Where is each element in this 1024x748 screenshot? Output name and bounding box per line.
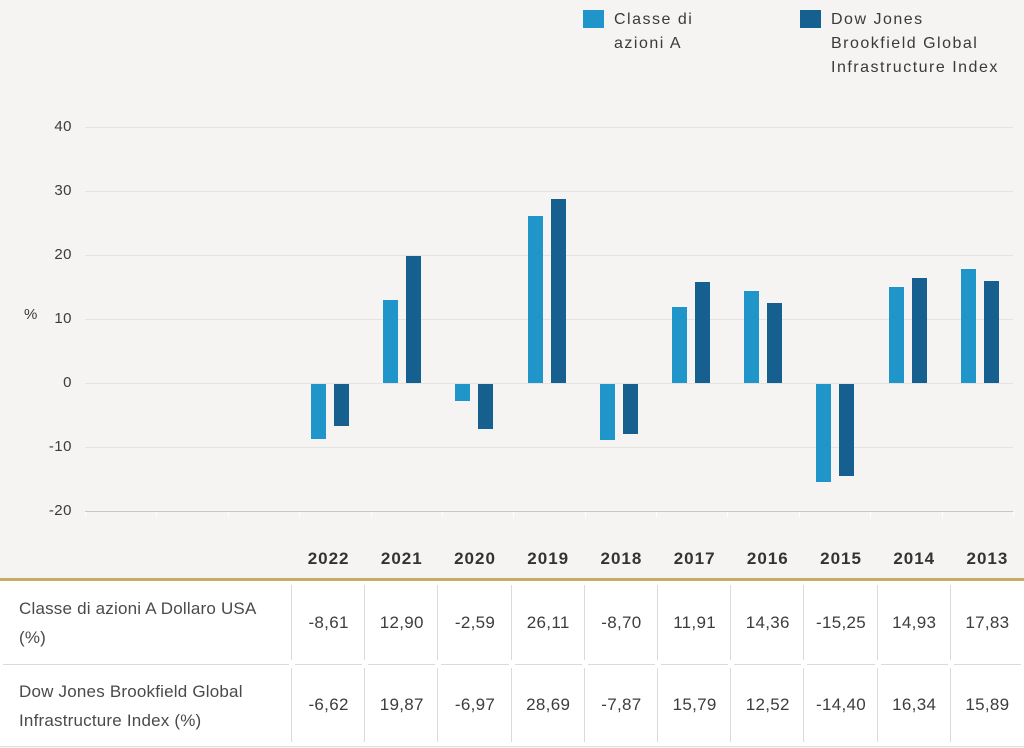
table-cell: 14,36 xyxy=(731,581,805,664)
bar-2014-index xyxy=(912,278,927,383)
table-cell: -7,87 xyxy=(584,664,659,747)
y-tick-label: 20 xyxy=(54,246,72,263)
x-axis-tick xyxy=(299,512,300,517)
table-cell: -14,40 xyxy=(804,664,878,747)
column-header-2018: 2018 xyxy=(600,549,643,568)
table-row: Classe di azioni A Dollaro USA (%) -8,61 1… xyxy=(0,581,1024,664)
bar-2013-index xyxy=(984,281,999,383)
column-header-2014: 2014 xyxy=(893,549,936,568)
bar-2021-class-a xyxy=(383,300,398,383)
x-axis-tick xyxy=(371,512,372,517)
gridline-10 xyxy=(85,319,1013,320)
column-header-2016: 2016 xyxy=(746,549,789,568)
column-header-2020: 2020 xyxy=(454,549,496,568)
table-cell: 12,52 xyxy=(731,664,805,747)
table-cell: -6,62 xyxy=(292,664,366,747)
table-cell: 11,91 xyxy=(657,581,732,664)
legend-swatch-index xyxy=(800,10,821,28)
gridline--10 xyxy=(85,447,1013,448)
table-cell: 15,79 xyxy=(657,664,732,747)
table-cell: 26,11 xyxy=(511,581,586,664)
row-label: Dow Jones Brookfield Global Infrastructu… xyxy=(0,664,292,747)
x-axis-tick xyxy=(85,512,86,517)
gridline-0 xyxy=(85,383,1013,384)
bar-2014-class-a xyxy=(889,287,904,383)
table-top-rule xyxy=(0,578,1024,581)
legend-swatch-class-a xyxy=(583,10,604,28)
y-tick-label: -20 xyxy=(48,502,72,519)
bar-2018-class-a xyxy=(600,384,615,440)
legend-item-index: Dow Jones Brookfield Global Infrastructu… xyxy=(800,8,1009,80)
bar-2022-index xyxy=(334,384,349,426)
y-tick-label: 10 xyxy=(54,310,72,327)
x-axis-tick xyxy=(585,512,586,517)
bar-2016-index xyxy=(767,303,782,383)
bar-2015-class-a xyxy=(816,384,831,482)
bar-2019-class-a xyxy=(528,216,543,383)
y-axis-unit-label: % xyxy=(24,306,38,323)
table-cell: 28,69 xyxy=(511,664,586,747)
gridline-40 xyxy=(85,127,1013,128)
gridline-30 xyxy=(85,191,1013,192)
x-axis-tick xyxy=(942,512,943,517)
legend-label-class-a: Classe di azioni A xyxy=(614,11,694,52)
table-header-row: 2022 2021 2020 2019 2018 2017 2016 2015 2014 2013 xyxy=(292,543,1024,575)
column-header-2013: 2013 xyxy=(966,549,1009,568)
x-axis-tick xyxy=(656,512,657,517)
column-header-2015: 2015 xyxy=(820,549,862,568)
bar-2016-class-a xyxy=(744,291,759,383)
bar-2013-class-a xyxy=(961,269,976,383)
y-tick-label: 40 xyxy=(54,118,72,135)
table-cell: 16,34 xyxy=(877,664,952,747)
legend-label-index: Dow Jones Brookfield Global Infrastructu… xyxy=(831,11,999,76)
bar-2020-class-a xyxy=(455,384,470,401)
table-cell: 15,89 xyxy=(950,664,1024,747)
column-header-2019: 2019 xyxy=(527,549,570,568)
table-cell: 19,87 xyxy=(365,664,439,747)
bar-2017-class-a xyxy=(672,307,687,383)
x-axis-tick xyxy=(156,512,157,517)
column-header-2022: 2022 xyxy=(307,549,350,568)
x-axis-tick xyxy=(870,512,871,517)
gridline--20 xyxy=(85,511,1013,512)
bar-2019-index xyxy=(551,199,566,383)
x-axis-tick xyxy=(228,512,229,517)
gridline-20 xyxy=(85,255,1013,256)
table-cell: 17,83 xyxy=(950,581,1024,664)
row-label: Classe di azioni A Dollaro USA (%) xyxy=(0,581,292,664)
y-tick-label: 30 xyxy=(54,182,72,199)
performance-table: Classe di azioni A Dollaro USA (%) -8,61 1… xyxy=(0,581,1024,747)
y-tick-label: 0 xyxy=(63,374,72,391)
x-axis-tick xyxy=(513,512,514,517)
bar-2021-index xyxy=(406,256,421,383)
table-cell: -15,25 xyxy=(804,581,878,664)
legend-item-class-a: Classe di azioni A xyxy=(583,8,726,56)
table-cell: -8,61 xyxy=(292,581,366,664)
table-cell: -2,59 xyxy=(438,581,512,664)
x-axis-tick xyxy=(727,512,728,517)
bar-2022-class-a xyxy=(311,384,326,439)
x-axis-tick xyxy=(442,512,443,517)
table-row: Dow Jones Brookfield Global Infrastructu… xyxy=(0,664,1024,747)
column-header-2021: 2021 xyxy=(380,549,423,568)
table-cell: -8,70 xyxy=(584,581,659,664)
x-axis-tick xyxy=(799,512,800,517)
bar-2017-index xyxy=(695,282,710,383)
y-tick-label: -10 xyxy=(48,438,72,455)
bar-2015-index xyxy=(839,384,854,476)
table-cell: -6,97 xyxy=(438,664,512,747)
table-cell: 12,90 xyxy=(365,581,439,664)
table-cell: 14,93 xyxy=(877,581,952,664)
bar-2018-index xyxy=(623,384,638,434)
column-header-2017: 2017 xyxy=(673,549,716,568)
x-axis-tick xyxy=(1013,512,1014,517)
bar-2020-index xyxy=(478,384,493,429)
